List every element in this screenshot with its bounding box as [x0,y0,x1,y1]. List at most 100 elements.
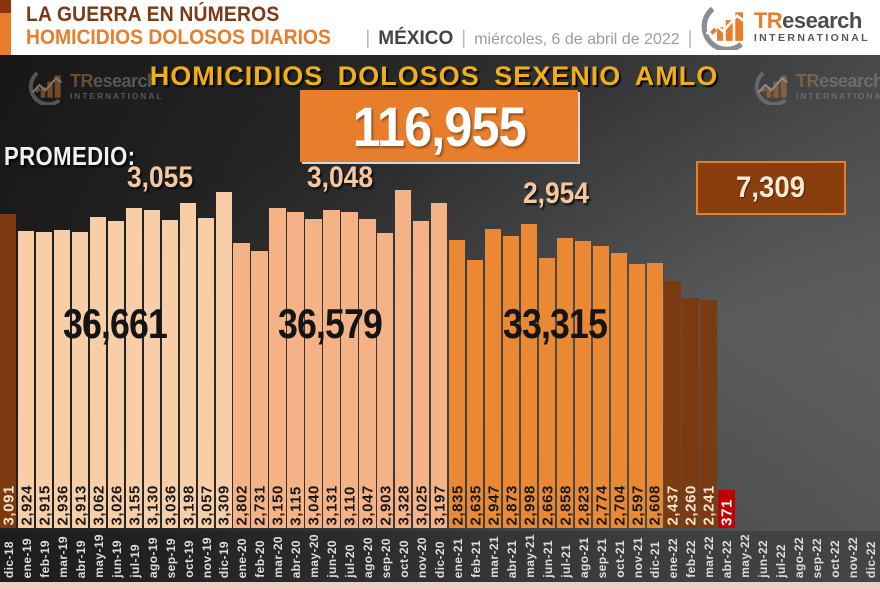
kicker-title: LA GUERRA EN NÚMEROS [26,3,280,26]
bar-value-label: 2,437 [664,485,682,526]
bar-slot-ago-20: 3,047 ago-20 [359,55,377,589]
bar-dic-18 [0,214,17,528]
bar-slot-oct-22: oct-22 [826,55,844,589]
header: LA GUERRA EN NÚMEROS HOMICIDIOS DOLOSOS … [0,0,880,55]
bar-sep-20 [377,233,394,528]
chart-area: TResearch INTERNATIONAL TResearch INTERN… [0,55,880,589]
date-label: miércoles, 6 de abril de 2022 [474,31,680,48]
bar-slot-jul-22: jul-22 [772,55,790,589]
group-total-2021: 33,315 [502,300,608,347]
bar-abr-19 [71,232,89,528]
promedio-label: PROMEDIO: [4,141,136,171]
month-label: jul-19 [127,544,142,578]
bar-value-label: 371 [718,499,736,526]
bar-sep-21 [592,246,609,528]
month-label: may-20 [307,534,322,578]
bar-slot-dic-18: 3,091 dic-18 [0,55,18,589]
bar-slot-sep-21: 2,774 sep-21 [592,55,611,589]
bar-mar-22 [700,300,717,528]
bar-slot-mar-22: 2,241 mar-22 [700,55,718,589]
bar-value-label: 3,047 [359,485,377,526]
bar-ene-22 [664,280,681,528]
bar-value-label: 3,115 [287,486,305,526]
month-label: ene-22 [666,537,681,578]
month-label: mar-22 [702,536,717,578]
bar-slot-abr-20: 3,115 abr-20 [287,55,305,589]
bar-jul-21 [556,237,574,528]
bar-slot-dic-20: 3,197 dic-20 [431,55,449,589]
month-label: jun-20 [325,540,340,578]
brand-logo: TResearch INTERNATIONAL [698,4,870,50]
month-label: dic-20 [432,540,447,578]
bar-slot-abr-22: 371 abr-22 [718,55,736,589]
bar-value-label: 3,155 [126,485,144,526]
total-value: 116,955 [352,94,526,158]
country-label: MÉXICO [378,28,454,49]
month-label: nov-20 [415,536,430,578]
group-total-2020: 36,579 [277,300,383,347]
bar-value-label: 2,873 [503,485,521,526]
month-label: jul-22 [774,544,789,578]
month-label: feb-20 [253,540,268,578]
bar-value-label: 2,241 [700,485,718,526]
bar-value-label: 2,913 [72,485,90,526]
bar-slot-sep-19: 3,036 sep-19 [161,55,180,589]
bar-ago-20 [359,218,376,528]
bar-value-label: 3,197 [431,485,449,526]
bar-slot-nov-20: 3,025 nov-20 [413,55,431,589]
bar-oct-20 [395,190,412,528]
logo-subtitle: INTERNATIONAL [796,91,880,101]
separator: | [687,28,693,49]
bar-ago-21 [574,241,592,528]
bar-slot-may-20: 3,040 may-20 [305,55,323,589]
bar-slot-feb-19: 2,915 feb-19 [35,55,54,589]
bar-dic-19 [215,191,232,528]
month-label: abr-20 [289,539,304,578]
bar-value-label: 2,731 [251,485,269,526]
bar-slot-mar-20: 3,150 mar-20 [269,55,287,589]
bar-value-label: 2,947 [485,485,503,526]
partial-total-value: 7,309 [736,171,806,204]
bar-slot-jul-21: 2,858 jul-21 [556,55,575,589]
bar-value-label: 2,260 [682,485,700,526]
bar-value-label: 2,924 [18,485,36,526]
bar-value-label: 3,309 [215,485,233,526]
month-label: dic-21 [648,540,663,578]
month-label: jun-21 [540,540,555,578]
bar-value-label: 3,091 [0,485,18,526]
month-label: may-22 [738,534,753,578]
month-label: nov-22 [846,536,861,578]
bar-slot-sep-22: sep-22 [808,55,826,589]
bar-slot-dic-21: 2,608 dic-21 [646,55,665,589]
month-label: feb-21 [468,540,483,578]
bar-jun-19 [107,220,125,528]
bar-ago-19 [143,210,161,528]
bar-dic-21 [646,263,663,528]
bar-feb-22 [682,298,699,528]
month-label: oct-22 [828,540,843,578]
bar-jul-20 [341,212,358,528]
month-label: sep-19 [163,537,178,578]
bar-value-label: 2,936 [54,485,72,526]
bar-abr-20 [287,211,304,528]
bar-value-label: 2,858 [557,485,575,526]
month-label: nov-19 [199,536,214,578]
logo-part2: esearch [819,71,880,91]
partial-total-box: 7,309 [696,161,846,215]
bar-value-label: 2,597 [629,485,647,526]
logo-part2: esearch [782,8,862,33]
bar-jul-19 [125,207,143,528]
page-title: HOMICIDIOS DOLOSOS DIARIOS [26,26,331,49]
bar-slot-ago-21: 2,823 ago-21 [574,55,593,589]
month-label: oct-21 [612,540,627,578]
month-label: ene-20 [235,537,250,578]
month-label: ago-22 [792,536,807,578]
bar-slot-mar-19: 2,936 mar-19 [53,55,72,589]
bar-value-label: 2,608 [646,485,664,526]
bar-slot-may-19: 3,062 may-19 [89,55,108,589]
bar-value-label: 3,057 [198,485,216,526]
bar-value-label: 2,915 [36,485,54,526]
logo-part1: TR [753,8,783,33]
bar-slot-jun-21: 2,663 jun-21 [538,55,557,589]
bar-mar-19 [53,229,71,528]
